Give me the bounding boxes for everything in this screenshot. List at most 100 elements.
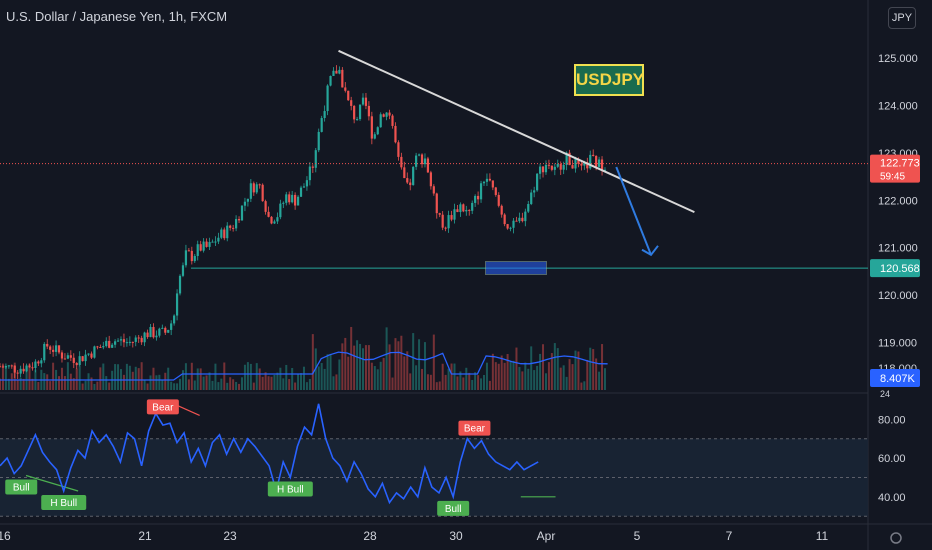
- volume-bar: [131, 371, 134, 390]
- volume-bar: [524, 362, 527, 390]
- volume-bar: [181, 370, 184, 390]
- volume-bar: [122, 374, 125, 390]
- volume-bar: [208, 372, 211, 390]
- volume-bar: [379, 361, 382, 390]
- candle-body: [143, 332, 146, 343]
- volume-bar: [288, 379, 291, 390]
- candle-body: [488, 178, 491, 181]
- volume-bar: [450, 363, 453, 390]
- volume-bar: [385, 327, 388, 390]
- volume-bar: [376, 369, 379, 390]
- volume-bar: [441, 363, 444, 390]
- volume-bar: [329, 353, 332, 390]
- candle-body: [10, 365, 13, 367]
- candle-body: [370, 116, 373, 139]
- time-tick-label: 7: [726, 529, 733, 543]
- candle-body: [102, 346, 105, 348]
- time-tick-label: 16: [0, 529, 11, 543]
- candle-body: [556, 164, 559, 167]
- candle-body: [19, 368, 22, 374]
- volume-bar: [149, 375, 152, 390]
- volume-bar: [187, 379, 190, 390]
- candle-body: [16, 372, 19, 374]
- candle-body: [388, 112, 391, 116]
- candle-body: [299, 187, 303, 197]
- candle-body: [43, 343, 46, 361]
- volume-bar: [556, 348, 559, 390]
- divergence-label-text: Bull: [445, 504, 462, 515]
- volume-bar: [255, 363, 258, 390]
- volume-bar: [409, 373, 412, 390]
- candle-body: [482, 181, 486, 184]
- volume-bar: [66, 362, 69, 390]
- candle-body: [217, 237, 220, 242]
- candle-body: [81, 356, 84, 362]
- candle-body: [37, 361, 40, 364]
- candle-body: [131, 341, 134, 343]
- currency-button[interactable]: JPY: [888, 7, 916, 29]
- volume-bar: [199, 368, 202, 390]
- candle-body: [353, 105, 356, 120]
- candle-body: [479, 183, 483, 200]
- time-tick-label: 21: [138, 529, 152, 543]
- volume-bar: [361, 348, 364, 390]
- candle-body: [409, 182, 412, 186]
- candle-body: [491, 180, 494, 188]
- candle-body: [99, 346, 102, 348]
- divergence-line: [25, 474, 79, 492]
- volume-bar: [81, 383, 84, 390]
- volume-bar: [347, 356, 350, 390]
- candle-body: [279, 203, 282, 218]
- candle-body: [149, 326, 152, 338]
- volume-bar: [25, 366, 28, 390]
- volume-bar: [196, 368, 199, 390]
- candle-body: [66, 355, 69, 359]
- volume-bar: [598, 371, 601, 390]
- candle-body: [49, 346, 52, 350]
- volume-bar: [432, 334, 435, 390]
- candle-body: [137, 337, 140, 339]
- candle-body: [317, 131, 320, 151]
- volume-bar: [49, 381, 52, 390]
- candle-body: [28, 365, 31, 368]
- candle-body: [553, 166, 556, 170]
- volume-bar: [400, 335, 403, 390]
- candle-body: [562, 164, 565, 170]
- candle-body: [246, 198, 250, 202]
- volume-bar: [75, 368, 78, 390]
- volume-bar: [108, 382, 111, 390]
- candle-body: [90, 353, 93, 358]
- volume-bar: [232, 379, 235, 390]
- volume-bar: [60, 367, 63, 390]
- volume-bar: [179, 378, 182, 390]
- volume-bar: [370, 362, 373, 390]
- candle-body: [113, 341, 117, 345]
- volume-bar: [117, 364, 120, 390]
- candle-body: [533, 190, 536, 193]
- candle-body: [229, 225, 232, 228]
- volume-bar: [435, 382, 438, 390]
- candle-body: [400, 156, 403, 168]
- resistance-trendline: [338, 49, 695, 214]
- volume-bar: [155, 375, 158, 390]
- candle-body: [1, 366, 5, 368]
- candle-body: [108, 340, 111, 348]
- candle-body: [577, 158, 580, 164]
- candle-body: [267, 211, 270, 217]
- volume-bar: [571, 364, 574, 390]
- candle-body: [296, 196, 300, 206]
- symbol-annotation[interactable]: USDJPY: [574, 64, 644, 96]
- candle-body: [538, 166, 542, 174]
- candle-body: [571, 165, 574, 169]
- candle-body: [243, 201, 247, 206]
- volume-bar: [356, 340, 359, 390]
- candle-body: [158, 328, 161, 336]
- candle-body: [453, 209, 456, 220]
- candle-body: [364, 97, 368, 106]
- candle-body: [497, 194, 500, 206]
- volume-bar: [603, 368, 606, 390]
- divergence-label-text: Bear: [152, 402, 174, 413]
- volume-bar: [406, 351, 409, 390]
